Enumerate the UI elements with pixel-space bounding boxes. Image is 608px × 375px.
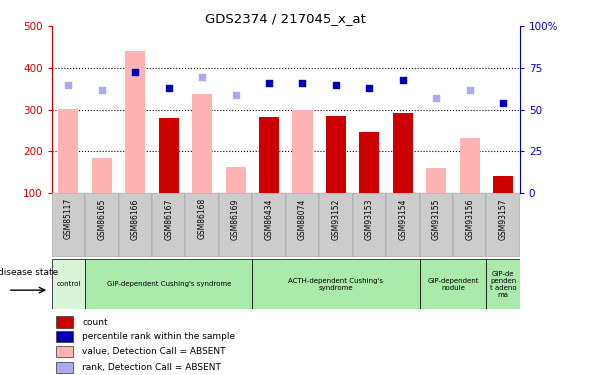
Bar [252,259,420,309]
Bar [493,177,513,193]
Text: control: control [56,281,81,287]
Bar [292,110,313,193]
Bar [420,259,486,309]
Point [398,76,407,82]
Bar [192,94,212,193]
Text: GSM93153: GSM93153 [365,198,374,240]
Text: percentile rank within the sample: percentile rank within the sample [82,332,235,341]
Bar [185,193,219,257]
Point [432,95,441,101]
Point [97,87,107,93]
Text: GSM93154: GSM93154 [398,198,407,240]
Bar [57,331,73,342]
Bar [58,109,78,193]
Bar [420,193,453,257]
Bar [453,193,486,257]
Text: GSM86167: GSM86167 [164,198,173,240]
Point [499,100,508,106]
Bar [125,89,145,193]
Text: GSM93156: GSM93156 [465,198,474,240]
Point [465,87,474,93]
Bar [386,193,420,257]
Text: GIP-dependent Cushing's syndrome: GIP-dependent Cushing's syndrome [106,281,231,287]
Bar [326,116,346,193]
Bar [259,117,279,193]
Text: disease state: disease state [0,268,58,278]
Point [64,82,73,88]
Bar [460,138,480,193]
Bar [252,193,286,257]
Bar [119,193,152,257]
Point [230,92,240,98]
Text: GSM88074: GSM88074 [298,198,307,240]
Text: value, Detection Call = ABSENT: value, Detection Call = ABSENT [82,347,226,356]
Bar [85,193,119,257]
Bar [92,158,112,193]
Bar [57,316,73,328]
Point [197,74,207,80]
Bar [159,118,179,193]
Text: rank, Detection Call = ABSENT: rank, Detection Call = ABSENT [82,363,221,372]
Point [331,82,340,88]
Bar [125,51,145,193]
Text: GSM86168: GSM86168 [198,198,207,240]
Bar [319,193,353,257]
Text: GIP-dependent
nodule: GIP-dependent nodule [427,278,478,291]
Bar [486,193,520,257]
Bar [52,259,85,309]
Point [365,85,375,91]
Bar [286,193,319,257]
Text: GSM86165: GSM86165 [97,198,106,240]
Bar [426,168,446,193]
Bar [57,346,73,357]
Point [164,85,174,91]
Bar [486,259,520,309]
Bar [152,193,185,257]
Text: GSM85117: GSM85117 [64,198,73,240]
Text: GSM93152: GSM93152 [331,198,340,240]
Text: ACTH-dependent Cushing's
syndrome: ACTH-dependent Cushing's syndrome [288,278,384,291]
Bar [359,132,379,193]
Text: GIP-de
penden
t adeno
ma: GIP-de penden t adeno ma [490,271,516,298]
Bar [57,362,73,373]
Text: GSM86166: GSM86166 [131,198,140,240]
Text: GSM86434: GSM86434 [264,198,274,240]
Bar [85,259,252,309]
Title: GDS2374 / 217045_x_at: GDS2374 / 217045_x_at [206,12,366,25]
Text: GSM93157: GSM93157 [499,198,508,240]
Text: count: count [82,318,108,327]
Text: GSM93155: GSM93155 [432,198,441,240]
Bar [219,193,252,257]
Bar [353,193,386,257]
Point [264,80,274,86]
Bar [52,193,85,257]
Text: GSM86169: GSM86169 [231,198,240,240]
Bar [226,167,246,193]
Point [130,69,140,75]
Bar [393,113,413,193]
Point [298,80,307,86]
